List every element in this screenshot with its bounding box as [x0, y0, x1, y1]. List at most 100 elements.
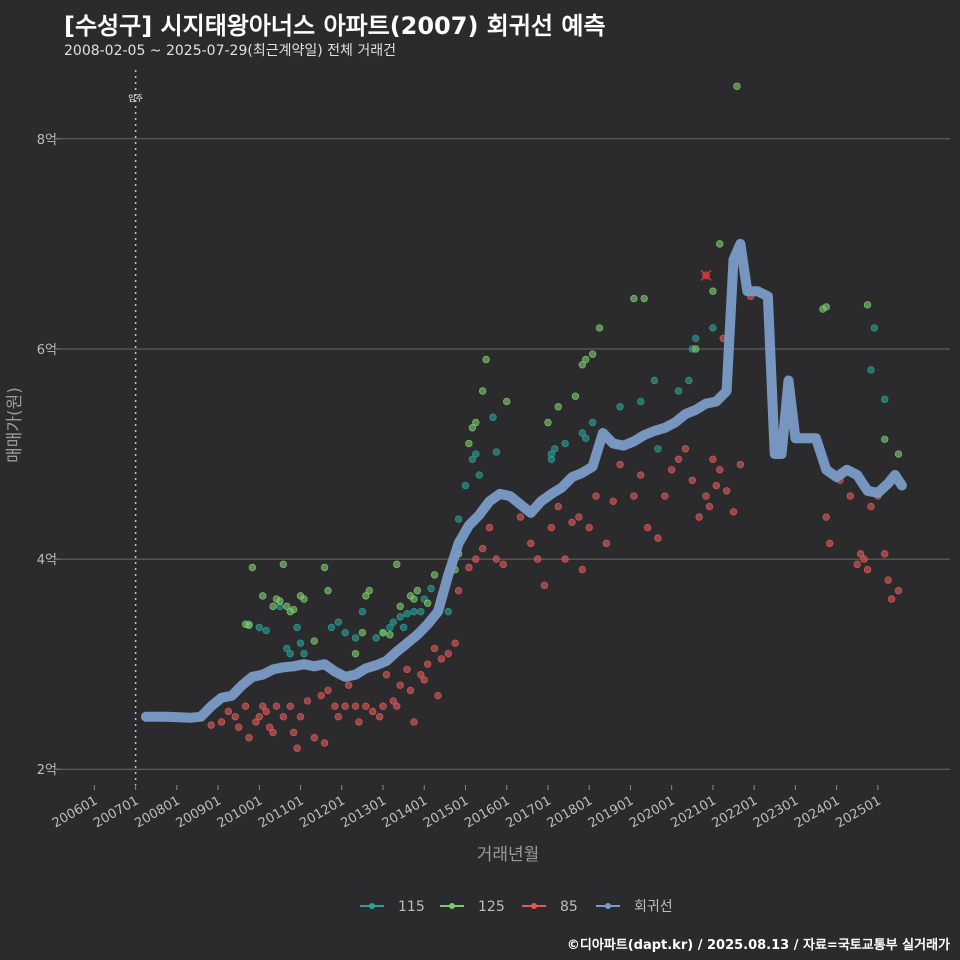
- point-115: [561, 439, 569, 448]
- y-tick-label: 2억: [37, 763, 57, 778]
- x-tick-label: 201301: [339, 793, 389, 831]
- point-125: [393, 560, 401, 569]
- point-85: [702, 492, 710, 500]
- x-tick-label: 201701: [503, 793, 553, 831]
- point-85: [478, 544, 487, 553]
- point-125: [716, 240, 724, 248]
- point-85: [554, 502, 562, 511]
- legend-label: 85: [560, 899, 578, 915]
- x-tick-label: 201901: [586, 793, 636, 831]
- point-85: [602, 539, 611, 548]
- point-85: [516, 513, 525, 521]
- point-115: [372, 634, 380, 642]
- point-85: [533, 555, 542, 563]
- point-85: [417, 670, 425, 679]
- point-85: [465, 563, 473, 572]
- point-125: [410, 595, 418, 603]
- point-125: [595, 324, 604, 332]
- point-85: [736, 460, 745, 469]
- point-85: [826, 539, 834, 548]
- point-85: [881, 550, 889, 558]
- point-125: [248, 563, 257, 572]
- point-85: [887, 595, 896, 603]
- point-85: [884, 576, 892, 584]
- point-85: [451, 639, 459, 647]
- point-85: [540, 581, 549, 590]
- point-85: [252, 718, 260, 726]
- point-85: [334, 713, 343, 721]
- y-axis: 2억 4억 6억 8억: [37, 133, 60, 778]
- legend: 115 125 85 회귀선: [360, 899, 673, 915]
- point-115: [709, 324, 717, 332]
- point-85: [272, 702, 281, 710]
- point-115: [396, 613, 404, 621]
- x-tick-label: 201201: [297, 793, 347, 831]
- point-85: [331, 702, 339, 710]
- point-85: [894, 586, 903, 595]
- legend-item-회귀선: 회귀선: [596, 899, 673, 915]
- point-125: [571, 392, 580, 400]
- legend-swatch-dot: [531, 903, 537, 909]
- point-85: [310, 734, 318, 742]
- legend-item-115: 115: [360, 899, 425, 915]
- point-115: [358, 607, 367, 616]
- point-85: [351, 702, 360, 710]
- point-125: [482, 355, 490, 364]
- point-125: [283, 602, 291, 611]
- point-85: [867, 502, 875, 511]
- point-115: [468, 455, 477, 463]
- point-115: [492, 448, 501, 456]
- point-115: [454, 515, 463, 523]
- point-85: [499, 560, 507, 569]
- point-85: [320, 739, 329, 747]
- point-115: [389, 618, 398, 626]
- point-85: [860, 555, 868, 563]
- point-125: [822, 303, 830, 311]
- point-85: [410, 718, 418, 726]
- point-125: [709, 287, 717, 295]
- point-115: [654, 445, 662, 453]
- point-125: [324, 586, 332, 595]
- point-115: [286, 649, 294, 658]
- point-85: [259, 702, 267, 710]
- point-125: [259, 592, 267, 600]
- point-115: [283, 644, 291, 653]
- point-115: [327, 623, 336, 632]
- x-tick-label: 202501: [833, 793, 883, 831]
- point-125: [245, 621, 253, 629]
- legend-item-85: 85: [522, 899, 578, 915]
- point-85: [269, 728, 277, 737]
- x-tick-label: 201501: [421, 793, 471, 831]
- point-85: [667, 466, 676, 474]
- legend-swatch-dot: [449, 903, 455, 909]
- point-85: [705, 502, 714, 511]
- point-115: [296, 639, 305, 647]
- point-85: [688, 476, 696, 484]
- point-125: [478, 387, 487, 395]
- point-115: [637, 397, 645, 406]
- point-125: [289, 605, 298, 614]
- point-85: [472, 555, 480, 563]
- point-85: [362, 702, 370, 710]
- point-115: [472, 450, 480, 458]
- point-85: [286, 702, 294, 710]
- point-85: [575, 513, 583, 521]
- point-85: [255, 713, 264, 721]
- point-115: [551, 445, 559, 453]
- point-125: [423, 599, 432, 607]
- x-tick-label: 202401: [792, 793, 842, 831]
- data-points: [207, 82, 903, 752]
- move-in-label: 입주: [128, 94, 143, 103]
- x-tick-label: 202301: [751, 793, 801, 831]
- point-115: [650, 376, 659, 385]
- point-125: [503, 397, 511, 406]
- point-85: [722, 487, 731, 495]
- point-85: [654, 534, 662, 542]
- legend-label: 회귀선: [634, 899, 673, 915]
- point-85: [561, 555, 569, 563]
- point-85: [846, 492, 855, 500]
- point-85: [681, 445, 690, 453]
- point-125: [386, 631, 394, 639]
- point-85: [661, 492, 669, 500]
- point-115: [582, 434, 590, 442]
